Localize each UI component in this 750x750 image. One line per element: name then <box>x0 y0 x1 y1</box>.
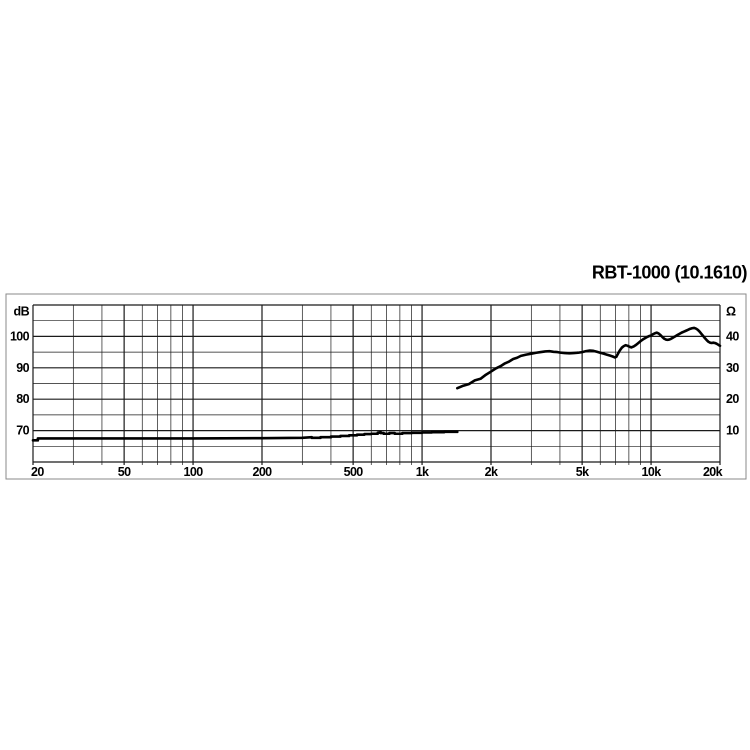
svg-text:2k: 2k <box>485 465 498 479</box>
svg-text:30: 30 <box>726 361 739 375</box>
svg-text:10k: 10k <box>642 465 662 479</box>
svg-text:500: 500 <box>344 465 364 479</box>
svg-text:20k: 20k <box>703 465 723 479</box>
svg-text:100: 100 <box>184 465 204 479</box>
svg-text:dB: dB <box>14 305 30 319</box>
svg-text:1k: 1k <box>416 465 429 479</box>
svg-text:20: 20 <box>726 392 739 406</box>
svg-text:20: 20 <box>31 465 44 479</box>
svg-text:10: 10 <box>726 424 739 438</box>
svg-text:5k: 5k <box>576 465 589 479</box>
svg-text:Ω: Ω <box>726 305 736 319</box>
svg-text:40: 40 <box>726 329 739 343</box>
svg-text:80: 80 <box>16 392 29 406</box>
svg-text:90: 90 <box>16 361 29 375</box>
svg-text:RBT-1000 (10.1610): RBT-1000 (10.1610) <box>592 263 748 283</box>
svg-text:50: 50 <box>118 465 131 479</box>
svg-text:100: 100 <box>10 329 30 343</box>
svg-text:70: 70 <box>16 424 29 438</box>
svg-text:200: 200 <box>252 465 272 479</box>
